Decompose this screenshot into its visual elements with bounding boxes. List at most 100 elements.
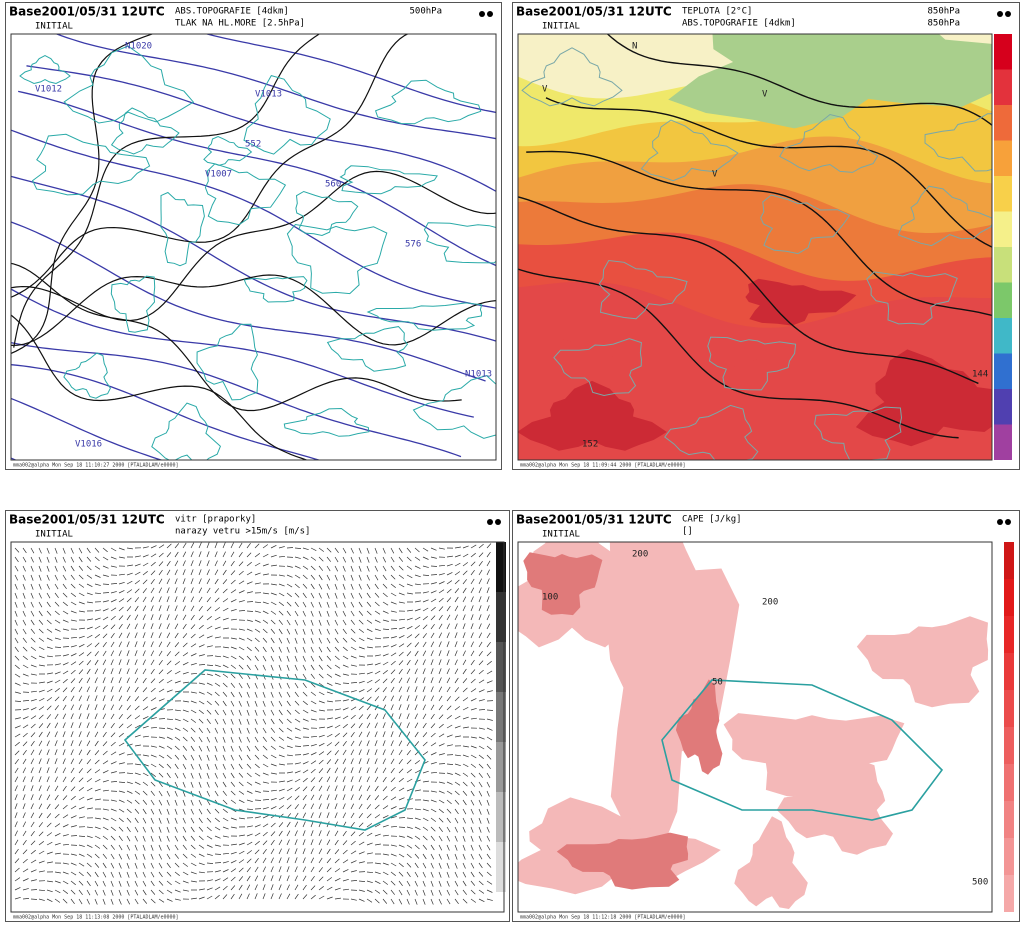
run-label: INITIAL: [35, 22, 73, 32]
colorbar-cell: [994, 34, 1012, 70]
base-time: Base2001/05/31 12UTC: [516, 513, 672, 527]
cape-area: [556, 832, 689, 890]
colorbar-cell: [1004, 727, 1014, 764]
base-time: Base2001/05/31 12UTC: [516, 5, 672, 19]
height-contour: [26, 65, 496, 218]
border: [924, 113, 992, 172]
border: [779, 113, 879, 173]
colorbar-cell: [994, 389, 1012, 425]
colorbar-cell: [1004, 690, 1014, 727]
colorbar-cell: [994, 247, 1012, 283]
map-label: 152: [582, 440, 598, 450]
logo-mark: [479, 11, 485, 17]
map-label: 500: [972, 878, 988, 888]
colorbar-cell: [1004, 801, 1014, 838]
panel-frame: [5, 510, 510, 922]
coastline: [151, 402, 221, 460]
map-label: V1016: [75, 440, 102, 450]
cape-area: [606, 542, 740, 850]
coastline: [110, 275, 156, 333]
colorbar-cell: [1004, 764, 1014, 801]
field-band: [668, 34, 992, 129]
border: [553, 338, 642, 397]
map-label: N1013: [465, 370, 492, 380]
field-title: vitr [praporky]: [175, 515, 256, 525]
colorbar-cell: [994, 353, 1012, 389]
level-label: 850hPa: [927, 19, 960, 29]
field-title: CAPE [J/kg]: [682, 515, 742, 525]
coastline: [283, 407, 370, 437]
logo-mark: [487, 519, 493, 525]
map-label: V: [762, 90, 768, 100]
border: [640, 119, 739, 182]
colorbar-cell: [994, 176, 1012, 212]
coastline: [31, 133, 151, 196]
coastline: [204, 163, 287, 226]
map: N V V V 144 152: [518, 34, 992, 460]
coastline: [110, 107, 180, 155]
colorbar-cell: [994, 211, 1012, 247]
cape-area: [776, 759, 893, 855]
map-frame: [10, 541, 505, 913]
field-title: TLAK NA HL.MORE [2.5hPa]: [175, 19, 305, 29]
level-label: 500hPa: [409, 7, 442, 17]
coastline: [160, 191, 205, 267]
pressure-isobar: [13, 34, 358, 348]
logo-mark: [495, 519, 501, 525]
footer: mma002@alpha Mon Sep 18 11:10:27 2000 [P…: [13, 463, 179, 469]
colorbar-cell: [496, 642, 506, 692]
height-contour: [11, 210, 486, 382]
map-label: 560: [325, 180, 341, 190]
field-band: [745, 278, 857, 326]
map-label: N: [632, 42, 637, 52]
height-contour: [11, 262, 474, 418]
panel: Base2001/05/31 12UTC INITIAL vitr [prapork…: [5, 510, 510, 922]
colorbar-cell: [1004, 838, 1014, 875]
coastline: [339, 165, 438, 195]
border: [521, 47, 623, 107]
base-time: Base2001/05/31 12UTC: [9, 5, 165, 19]
map-label: N1020: [125, 42, 152, 52]
map-label: 144: [972, 370, 988, 380]
colorbar-cell: [994, 282, 1012, 318]
cape-area: [723, 713, 905, 797]
map: [14, 542, 494, 905]
coastline: [423, 222, 496, 264]
map-label: 200: [632, 550, 648, 560]
colorbar-cell: [496, 692, 506, 742]
map-label: V: [542, 85, 548, 95]
colorbar-cell: [994, 140, 1012, 176]
colorbar-cell: [1004, 579, 1014, 616]
logo-mark: [487, 11, 493, 17]
border: [598, 259, 688, 320]
coastline: [243, 276, 308, 303]
map-label: 552: [245, 140, 261, 150]
colorbar-cell: [496, 842, 506, 892]
panel: Base2001/05/31 12UTC INITIAL ABS.TOPOGRAFI…: [5, 2, 502, 470]
height-contour: [11, 320, 462, 458]
cape-area: [734, 816, 808, 909]
pressure-isobar: [11, 274, 496, 347]
run-label: INITIAL: [542, 22, 580, 32]
coastline: [295, 190, 359, 237]
coastline: [366, 302, 483, 331]
logo-mark: [1005, 519, 1011, 525]
colorbar-cell: [994, 424, 1012, 460]
map-label: 576: [405, 240, 421, 250]
footer: mma002@alpha Mon Sep 18 11:09:44 2000 [P…: [520, 463, 686, 469]
border: [664, 404, 759, 460]
colorbar-cell: [1004, 616, 1014, 653]
field-title: TEPLOTA [2°C]: [682, 7, 752, 17]
colorbar-cell: [994, 69, 1012, 105]
run-label: INITIAL: [35, 530, 73, 540]
coastline: [326, 326, 409, 372]
height-contour: [11, 356, 443, 460]
colorbar-cell: [994, 318, 1012, 354]
map-label: V1012: [35, 85, 62, 95]
field-title: narazy vetru >15m/s [m/s]: [175, 527, 310, 537]
border: [661, 679, 944, 821]
coastline: [19, 55, 71, 85]
height-contour: [38, 34, 496, 158]
